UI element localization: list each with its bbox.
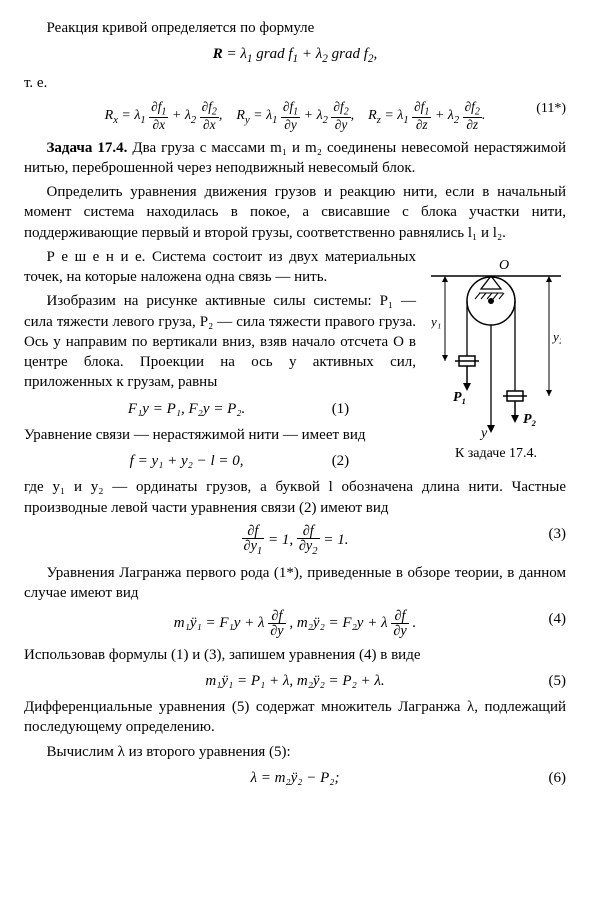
para-vych: Вычислим λ из второго уравнения (5): (24, 742, 566, 762)
formula-2: f = y₁ + y₂ − l = 0, (2) (24, 451, 349, 471)
para-opr: Определить уравнения движения грузов и р… (24, 182, 566, 243)
formula-6: λ = m₂ÿ₂ − P₂; (6) (24, 768, 566, 788)
label-O: O (499, 258, 509, 273)
formula-Rxyz: Rx = λ1 ∂f1∂x + λ2 ∂f2∂x, Ry = λ1 ∂f1∂y … (24, 100, 566, 132)
eqnum-3: (3) (549, 524, 567, 544)
formula-3: ∂f∂y1 = 1, ∂f∂y2 = 1. (3) (24, 524, 566, 557)
eqnum-1: (1) (332, 399, 350, 419)
eqnum-4: (4) (549, 609, 567, 629)
para-lagr: Уравнения Лагранжа первого рода (1*), пр… (24, 563, 566, 604)
label-P2: P₂ (523, 412, 537, 427)
formula-4: m₁ÿ₁ = F₁y + λ ∂f∂y , m₂ÿ₂ = F₂y + λ ∂f∂… (24, 609, 566, 639)
eqnum-6: (6) (549, 768, 567, 788)
formula-5: m₁ÿ₁ = P₁ + λ, m₂ÿ₂ = P₂ + λ. (5) (24, 671, 566, 691)
eqnum-2: (2) (332, 451, 350, 471)
para-reaction: Реакция кривой определяется по формуле (24, 18, 566, 38)
eqnum-11star: (11*) (536, 100, 566, 119)
formula-R: R = λ1 grad f1 + λ2 grad f2, (24, 44, 566, 67)
task: Задача 17.4. Два груза с массами m₁ и m₂… (24, 138, 566, 179)
pulley-diagram: O P₁ P₂ y y₁ (431, 251, 561, 441)
eqnum-5: (5) (549, 671, 567, 691)
para-diff: Дифференциальные уравнения (5) содержат … (24, 697, 566, 738)
label-y1: y₁ (431, 314, 441, 329)
te: т. е. (24, 73, 566, 93)
formula-1: F₁y = P₁, F₂y = P₂. (1) (24, 399, 349, 419)
figure: O P₁ P₂ y y₁ (426, 251, 566, 464)
para-isp: Использовав формулы (1) и (3), запишем у… (24, 645, 566, 665)
task-label: Задача 17.4. (47, 140, 128, 156)
label-y: y (479, 426, 488, 441)
figure-caption: К задаче 17.4. (455, 446, 537, 461)
resh-label: Р е ш е н и е. (47, 249, 146, 265)
label-y2: y₂ (551, 329, 561, 344)
label-P1: P₁ (453, 390, 466, 405)
para-gde: где y₁ и y₂ — ординаты грузов, а буквой … (24, 477, 566, 518)
